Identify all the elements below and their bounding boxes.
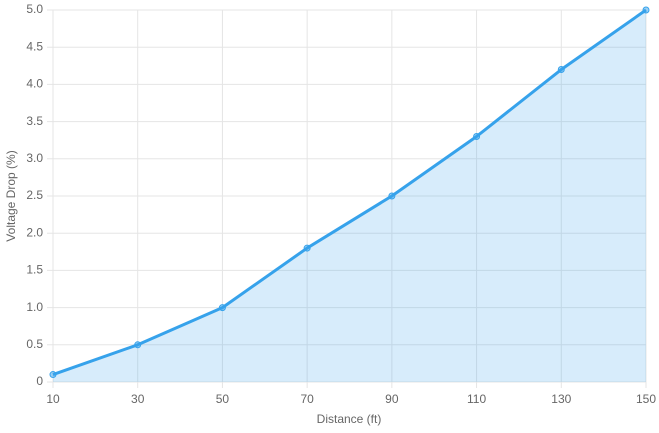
point	[49, 371, 57, 379]
x-tick-label: 90	[385, 392, 399, 406]
point	[388, 192, 396, 200]
x-tick-label: 130	[551, 392, 571, 406]
x-tick-label: 70	[300, 392, 314, 406]
y-tick-label: 4.5	[26, 39, 43, 53]
point	[557, 66, 565, 74]
y-tick-label: 0	[36, 374, 43, 388]
point	[303, 244, 311, 252]
point	[134, 341, 142, 349]
y-tick-label: 1.5	[26, 263, 43, 277]
y-tick-label: 3.5	[26, 114, 43, 128]
x-tick-label: 110	[467, 392, 486, 406]
y-tick-label: 5.0	[26, 2, 43, 16]
point	[473, 132, 481, 140]
y-tick-label: 1.0	[26, 300, 43, 314]
y-axis-title: Voltage Drop (%)	[4, 150, 18, 241]
y-tick-label: 2.5	[26, 188, 43, 202]
y-tick-label: 0.5	[26, 337, 43, 351]
area	[53, 10, 646, 382]
x-tick-label: 30	[131, 392, 145, 406]
x-tick-label: 50	[216, 392, 230, 406]
y-tick-label: 3.0	[26, 151, 43, 165]
point	[642, 6, 650, 14]
y-tick-label: 4.0	[26, 77, 43, 91]
line	[52, 8, 647, 376]
x-tick-label: 150	[636, 392, 656, 406]
y-tick-label: 2.0	[26, 225, 43, 239]
x-axis-title: Distance (ft)	[317, 412, 382, 426]
point	[218, 304, 226, 312]
x-tick-label: 10	[46, 392, 60, 406]
